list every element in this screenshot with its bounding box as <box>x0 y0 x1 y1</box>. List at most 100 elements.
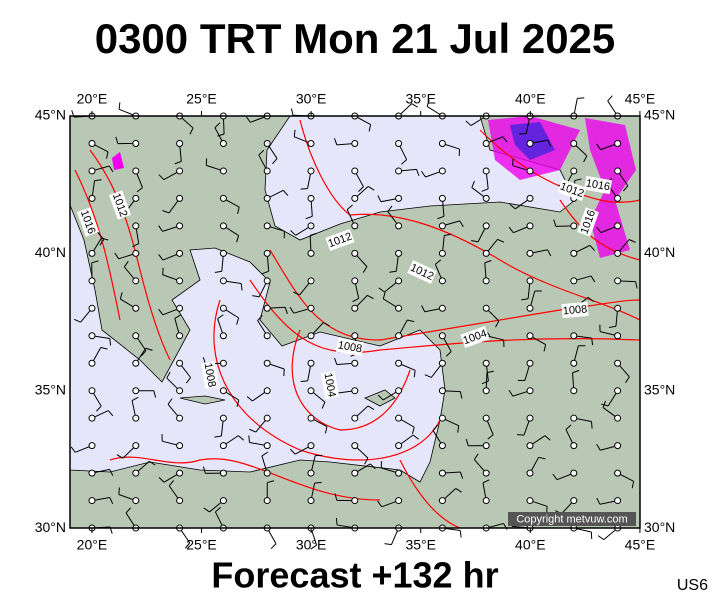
station <box>439 360 445 366</box>
station <box>177 250 183 256</box>
station <box>89 250 95 256</box>
station <box>264 443 270 449</box>
station <box>527 388 533 394</box>
station <box>308 223 314 229</box>
station <box>527 360 533 366</box>
station <box>133 140 139 146</box>
station <box>264 140 270 146</box>
station <box>133 470 139 476</box>
station <box>177 415 183 421</box>
station <box>308 278 314 284</box>
station <box>89 360 95 366</box>
station <box>177 140 183 146</box>
station <box>615 415 621 421</box>
station <box>483 498 489 504</box>
lon-label: 25°E <box>186 91 217 107</box>
station <box>177 388 183 394</box>
station <box>264 250 270 256</box>
lon-label: 20°E <box>77 91 108 107</box>
title: 0300 TRT Mon 21 Jul 2025 <box>95 15 616 62</box>
station <box>483 388 489 394</box>
station <box>527 415 533 421</box>
station <box>615 305 621 311</box>
station <box>308 388 314 394</box>
barb-feather <box>163 268 164 275</box>
station <box>396 168 402 174</box>
station <box>439 443 445 449</box>
lon-label: 45°E <box>625 91 656 107</box>
station <box>308 498 314 504</box>
station <box>133 443 139 449</box>
station <box>396 470 402 476</box>
station <box>483 443 489 449</box>
station <box>177 168 183 174</box>
station <box>527 278 533 284</box>
station <box>483 250 489 256</box>
station <box>264 470 270 476</box>
station <box>396 195 402 201</box>
station <box>220 140 226 146</box>
lon-label: 45°E <box>625 537 656 553</box>
station <box>133 415 139 421</box>
station <box>133 360 139 366</box>
station <box>352 278 358 284</box>
station <box>615 388 621 394</box>
station <box>308 305 314 311</box>
station <box>527 195 533 201</box>
station <box>527 223 533 229</box>
station <box>89 168 95 174</box>
station <box>352 388 358 394</box>
station <box>264 360 270 366</box>
station <box>177 498 183 504</box>
station <box>308 140 314 146</box>
station <box>308 443 314 449</box>
station <box>177 443 183 449</box>
station <box>133 498 139 504</box>
station <box>439 278 445 284</box>
station <box>571 415 577 421</box>
station <box>264 388 270 394</box>
forecast-label: Forecast +132 hr <box>211 555 498 596</box>
lon-label: 35°E <box>405 537 436 553</box>
station <box>396 140 402 146</box>
station <box>527 305 533 311</box>
station <box>352 470 358 476</box>
station <box>571 443 577 449</box>
station <box>396 388 402 394</box>
lon-label: 25°E <box>186 537 217 553</box>
station <box>483 278 489 284</box>
barb-feather <box>301 189 308 190</box>
station <box>396 223 402 229</box>
station <box>571 498 577 504</box>
station <box>308 360 314 366</box>
lon-label: 40°E <box>515 91 546 107</box>
station <box>220 388 226 394</box>
station <box>220 195 226 201</box>
station <box>220 333 226 339</box>
station <box>396 415 402 421</box>
station <box>133 195 139 201</box>
station <box>527 333 533 339</box>
station <box>571 360 577 366</box>
station <box>439 250 445 256</box>
station <box>615 333 621 339</box>
station <box>308 168 314 174</box>
station <box>396 305 402 311</box>
station <box>264 195 270 201</box>
station <box>483 195 489 201</box>
station <box>133 278 139 284</box>
lat-label: 35°N <box>35 381 66 397</box>
barb-feather <box>119 488 120 495</box>
station <box>308 415 314 421</box>
station <box>220 470 226 476</box>
station <box>396 278 402 284</box>
station <box>220 360 226 366</box>
station <box>133 223 139 229</box>
station <box>615 250 621 256</box>
station <box>483 168 489 174</box>
lat-label: 40°N <box>35 244 66 260</box>
station <box>352 443 358 449</box>
station <box>615 223 621 229</box>
station <box>352 250 358 256</box>
